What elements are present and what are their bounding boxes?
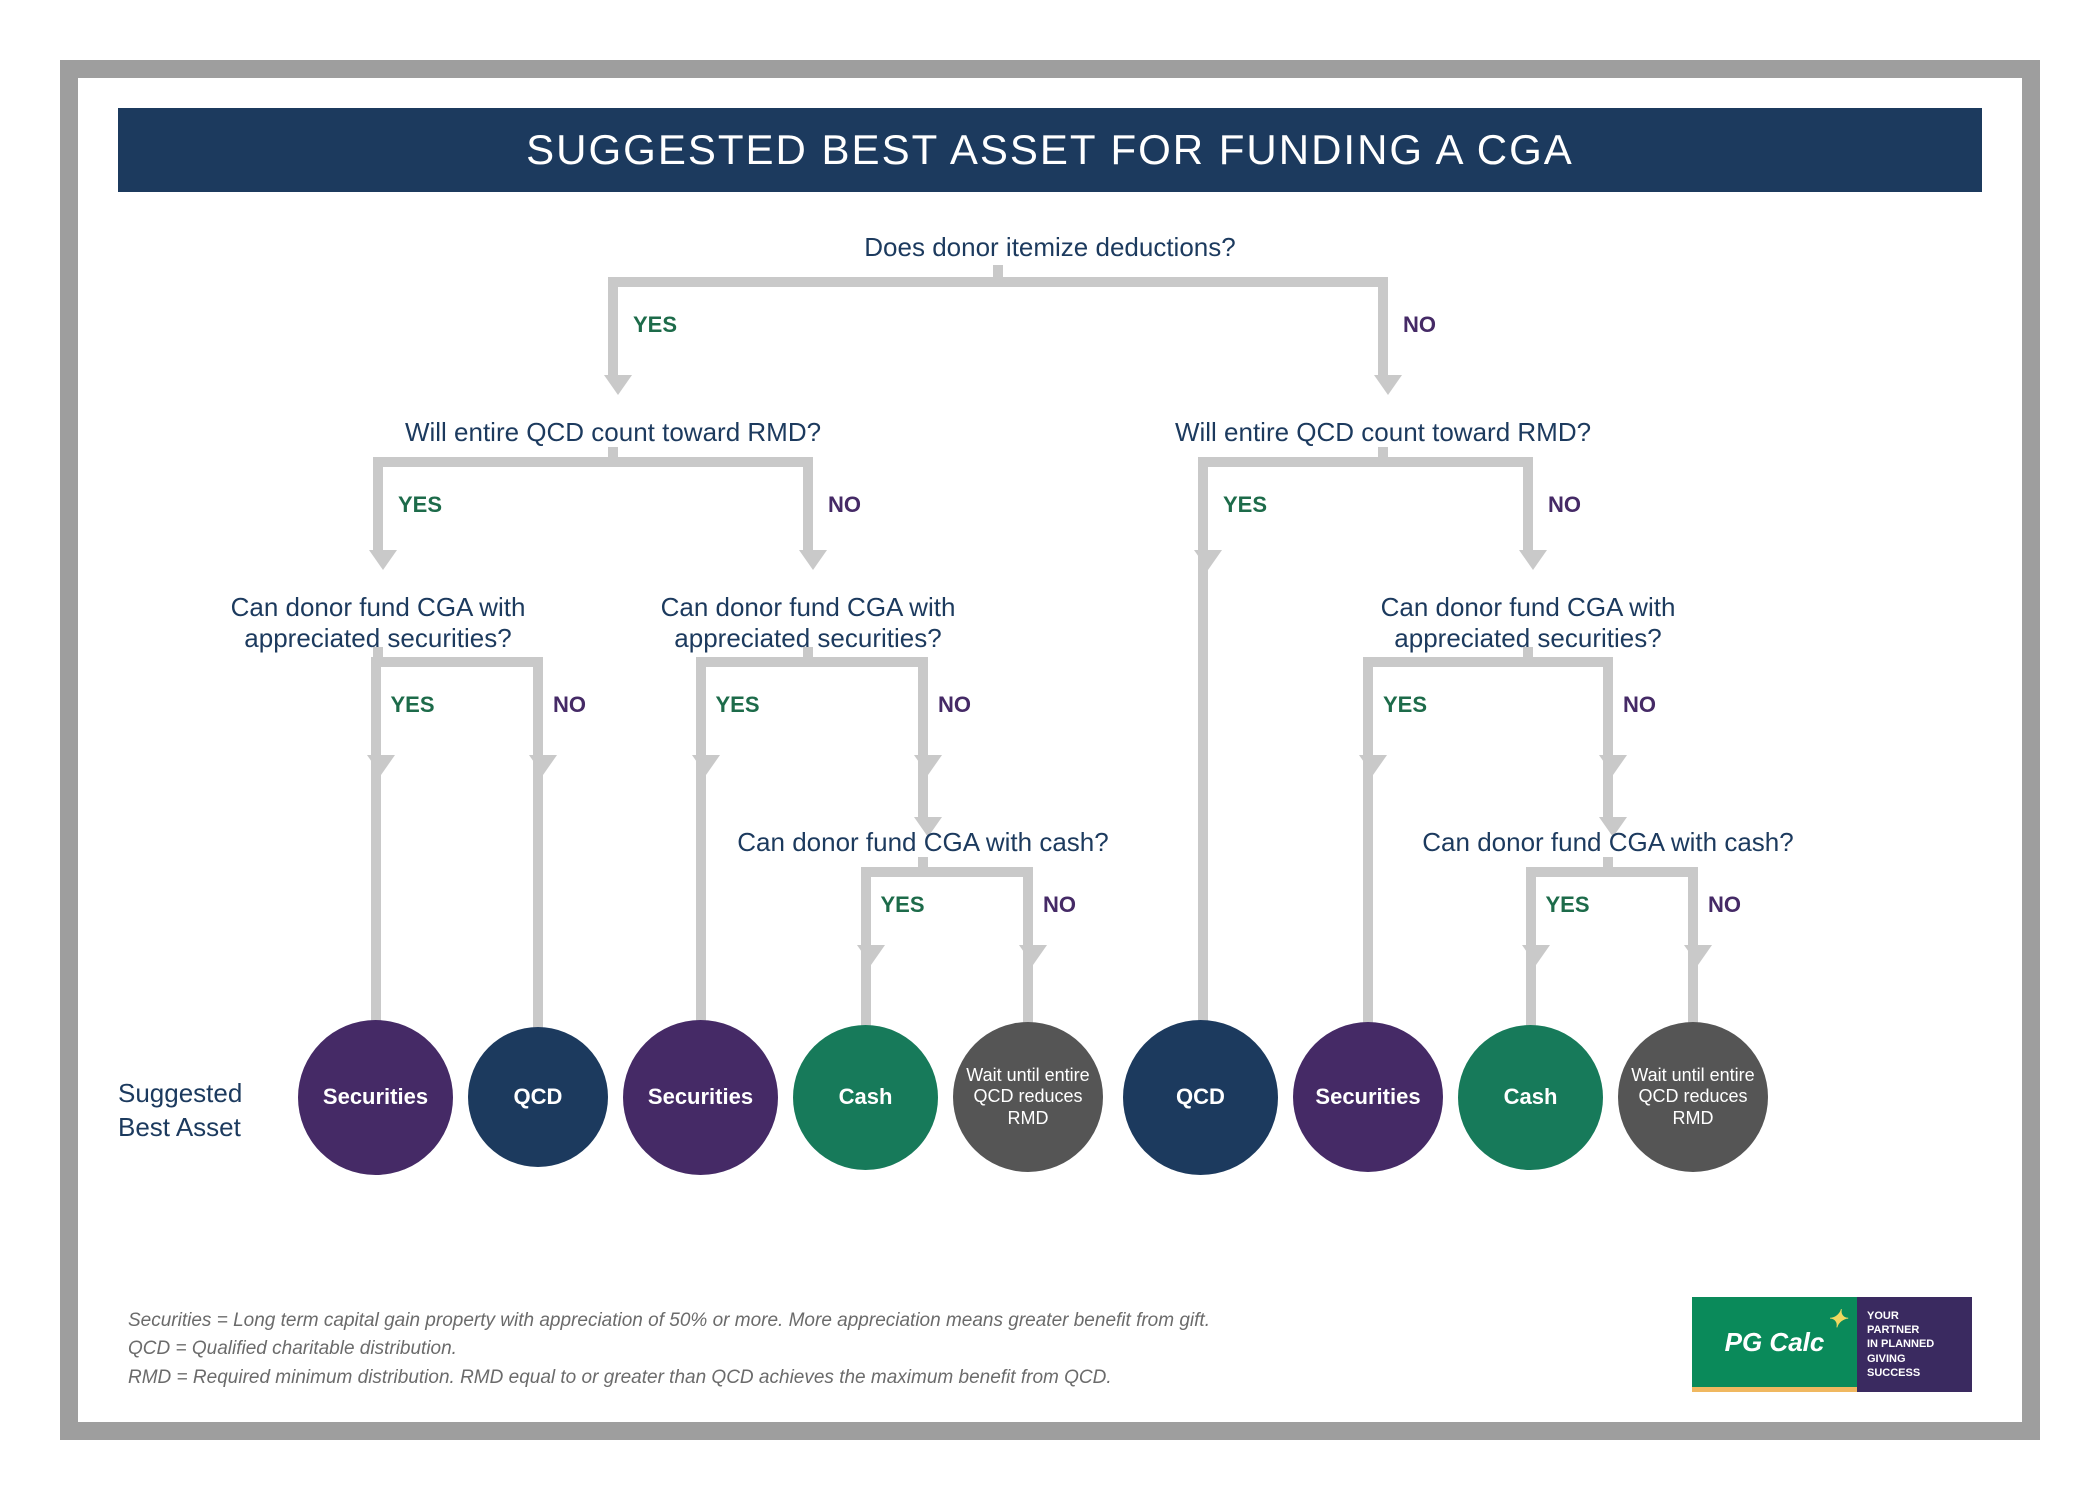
yes-label: YES xyxy=(1383,692,1427,718)
connector-v xyxy=(861,937,871,1037)
outcome-circle: Cash xyxy=(1458,1025,1603,1170)
footnote-line: QCD = Qualified charitable distribution. xyxy=(128,1335,1210,1364)
no-label: NO xyxy=(938,692,971,718)
connector-v xyxy=(1363,657,1373,757)
connector-v xyxy=(371,657,381,757)
connector-v xyxy=(373,457,383,552)
row-label: SuggestedBest Asset xyxy=(118,1077,242,1145)
outcome-circle: QCD xyxy=(468,1027,608,1167)
question-4b: Can donor fund CGA with cash? xyxy=(1422,827,1793,858)
question-1: Does donor itemize deductions? xyxy=(864,232,1235,263)
yes-label: YES xyxy=(1546,892,1590,918)
connector-v xyxy=(1198,542,1208,1037)
connector-v xyxy=(1523,457,1533,552)
arrow-down-icon xyxy=(1519,550,1547,570)
outcome-circle: Cash xyxy=(793,1025,938,1170)
connector-h xyxy=(1198,457,1533,467)
connector-v xyxy=(1526,937,1536,1037)
logo-tagline: YOURPARTNERIN PLANNEDGIVINGSUCCESS xyxy=(1857,1297,1972,1392)
connector-v xyxy=(533,657,543,757)
no-label: NO xyxy=(1708,892,1741,918)
connector-h xyxy=(371,657,544,667)
connector-v xyxy=(696,657,706,757)
outcome-circle: QCD xyxy=(1123,1020,1278,1175)
connector-v xyxy=(918,747,928,822)
diagram-frame: SUGGESTED BEST ASSET FOR FUNDING A CGA D… xyxy=(60,60,2040,1440)
connector-h xyxy=(1526,867,1699,877)
connector-h xyxy=(373,457,813,467)
connector-v xyxy=(1198,457,1208,552)
flowchart-area: Does donor itemize deductions? YES NO Will … xyxy=(118,192,1982,1252)
outcome-circle: Securities xyxy=(623,1020,778,1175)
yes-label: YES xyxy=(391,692,435,718)
connector-v xyxy=(1603,657,1613,757)
yes-label: YES xyxy=(1223,492,1267,518)
question-3c: Can donor fund CGA withappreciated secur… xyxy=(1368,592,1688,654)
no-label: NO xyxy=(553,692,586,718)
connector-h xyxy=(608,277,1388,287)
no-label: NO xyxy=(828,492,861,518)
question-4a: Can donor fund CGA with cash? xyxy=(737,827,1108,858)
connector-v xyxy=(1603,747,1613,822)
connector-v xyxy=(1378,277,1388,377)
no-label: NO xyxy=(1623,692,1656,718)
title-bar: SUGGESTED BEST ASSET FOR FUNDING A CGA xyxy=(118,108,1982,192)
logo-brand: PG Calc ✦ xyxy=(1692,1297,1857,1392)
connector-v xyxy=(861,867,871,947)
outcome-circle: Wait until entire QCD reduces RMD xyxy=(953,1022,1103,1172)
outcome-circle: Securities xyxy=(1293,1022,1443,1172)
connector-v xyxy=(608,277,618,377)
connector-h xyxy=(696,657,929,667)
connector-v xyxy=(918,657,928,757)
outcome-circle: Wait until entire QCD reduces RMD xyxy=(1618,1022,1768,1172)
connector-v xyxy=(371,747,381,1037)
connector-v xyxy=(533,747,543,1037)
connector-v xyxy=(696,747,706,1037)
footnotes: Securities = Long term capital gain prop… xyxy=(128,1307,1210,1393)
yes-label: YES xyxy=(633,312,677,338)
question-2-right: Will entire QCD count toward RMD? xyxy=(1175,417,1591,448)
no-label: NO xyxy=(1043,892,1076,918)
arrow-down-icon xyxy=(369,550,397,570)
arrow-down-icon xyxy=(1374,375,1402,395)
footnote-line: RMD = Required minimum distribution. RMD… xyxy=(128,1364,1210,1393)
connector-v xyxy=(1688,867,1698,947)
connector-v xyxy=(1526,867,1536,947)
arrow-down-icon xyxy=(799,550,827,570)
logo-brand-text: PG Calc xyxy=(1725,1327,1825,1358)
connector-h xyxy=(861,867,1034,877)
no-label: NO xyxy=(1548,492,1581,518)
outcome-circle: Securities xyxy=(298,1020,453,1175)
question-2-left: Will entire QCD count toward RMD? xyxy=(405,417,821,448)
question-3a: Can donor fund CGA withappreciated secur… xyxy=(218,592,538,654)
logo: PG Calc ✦ YOURPARTNERIN PLANNEDGIVINGSUC… xyxy=(1692,1297,1972,1392)
yes-label: YES xyxy=(716,692,760,718)
logo-star-icon: ✦ xyxy=(1827,1305,1847,1334)
connector-h xyxy=(1363,657,1613,667)
connector-v xyxy=(803,457,813,552)
question-3b: Can donor fund CGA withappreciated secur… xyxy=(648,592,968,654)
connector-v xyxy=(1363,747,1373,1037)
no-label: NO xyxy=(1403,312,1436,338)
connector-v xyxy=(1023,867,1033,947)
yes-label: YES xyxy=(398,492,442,518)
footnote-line: Securities = Long term capital gain prop… xyxy=(128,1307,1210,1336)
yes-label: YES xyxy=(881,892,925,918)
arrow-down-icon xyxy=(604,375,632,395)
